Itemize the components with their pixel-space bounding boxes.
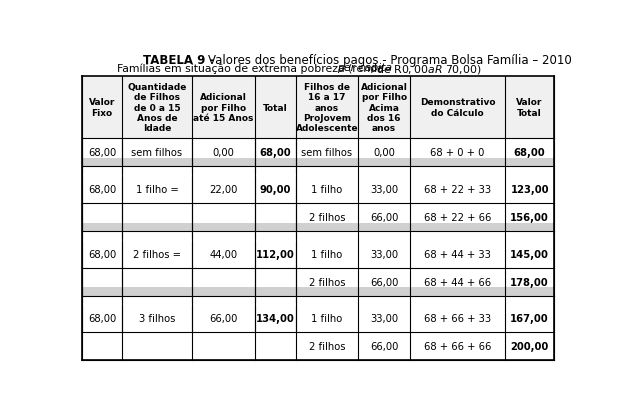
- Text: 33,00: 33,00: [370, 249, 398, 259]
- Text: 200,00: 200,00: [510, 342, 549, 351]
- Text: Filhos de
16 a 17
anos
ProJovem
Adolescente: Filhos de 16 a 17 anos ProJovem Adolesce…: [296, 83, 358, 133]
- Text: 68 + 44 + 66: 68 + 44 + 66: [424, 277, 491, 287]
- Text: 22,00: 22,00: [209, 185, 238, 195]
- Text: 66,00: 66,00: [370, 342, 398, 351]
- Text: 2 filhos: 2 filhos: [309, 342, 345, 351]
- Text: 68,00: 68,00: [88, 249, 116, 259]
- Text: 178,00: 178,00: [510, 277, 549, 287]
- Text: 1 filho: 1 filho: [311, 313, 343, 323]
- Text: 2 filhos: 2 filhos: [309, 213, 345, 223]
- Text: 134,00: 134,00: [256, 313, 294, 323]
- Text: 112,00: 112,00: [256, 249, 294, 259]
- Text: 123,00: 123,00: [510, 185, 549, 195]
- Text: 66,00: 66,00: [370, 277, 398, 287]
- Text: sem filhos: sem filhos: [301, 148, 353, 158]
- Text: 3 filhos: 3 filhos: [138, 313, 175, 323]
- Text: de R$ 0,00 a R$ 70,00): de R$ 0,00 a R$ 70,00): [373, 63, 482, 76]
- Bar: [83, 76, 554, 139]
- Text: 2 filhos: 2 filhos: [309, 277, 345, 287]
- Text: Famílias em situação de extrema pobreza (renda: Famílias em situação de extrema pobreza …: [117, 63, 388, 74]
- Text: 2 filhos =: 2 filhos =: [133, 249, 181, 259]
- Text: per capita: per capita: [337, 63, 392, 73]
- Text: 68 + 44 + 33: 68 + 44 + 33: [424, 249, 491, 259]
- Text: 167,00: 167,00: [510, 313, 549, 323]
- Bar: [83, 223, 554, 232]
- Text: 1 filho: 1 filho: [311, 249, 343, 259]
- Bar: [83, 76, 554, 361]
- Text: 68,00: 68,00: [514, 148, 545, 158]
- Text: 68,00: 68,00: [88, 313, 116, 323]
- Text: 33,00: 33,00: [370, 185, 398, 195]
- Text: Valor
Fixo: Valor Fixo: [89, 98, 116, 118]
- Bar: [83, 287, 554, 296]
- Text: Valor
Total: Valor Total: [517, 98, 543, 118]
- Text: 66,00: 66,00: [209, 313, 238, 323]
- Text: 1 filho =: 1 filho =: [135, 185, 178, 195]
- Text: 0,00: 0,00: [212, 148, 235, 158]
- Text: 0,00: 0,00: [373, 148, 395, 158]
- Text: Adicional
por Filho
Acima
dos 16
anos: Adicional por Filho Acima dos 16 anos: [361, 83, 407, 133]
- Text: Adicional
por Filho
até 15 Anos: Adicional por Filho até 15 Anos: [193, 93, 254, 123]
- Text: TABELA 9 -: TABELA 9 -: [143, 53, 214, 66]
- Text: 145,00: 145,00: [510, 249, 549, 259]
- Text: 68 + 66 + 66: 68 + 66 + 66: [424, 342, 491, 351]
- Text: Quantidade
de Filhos
de 0 a 15
Anos de
Idade: Quantidade de Filhos de 0 a 15 Anos de I…: [127, 83, 187, 133]
- Text: 1 filho: 1 filho: [311, 185, 343, 195]
- Text: Valores dos benefícios pagos - Programa Bolsa Família – 2010: Valores dos benefícios pagos - Programa …: [207, 53, 571, 66]
- Text: 156,00: 156,00: [510, 213, 549, 223]
- Text: 68,00: 68,00: [260, 148, 291, 158]
- Text: 68,00: 68,00: [88, 148, 116, 158]
- Text: 68 + 0 + 0: 68 + 0 + 0: [430, 148, 485, 158]
- Text: Total: Total: [263, 103, 288, 112]
- Text: 44,00: 44,00: [209, 249, 238, 259]
- Text: 68,00: 68,00: [88, 185, 116, 195]
- Text: 68 + 66 + 33: 68 + 66 + 33: [424, 313, 491, 323]
- Text: 68 + 22 + 33: 68 + 22 + 33: [424, 185, 491, 195]
- Bar: [83, 159, 554, 167]
- Text: 90,00: 90,00: [260, 185, 291, 195]
- Text: 68 + 22 + 66: 68 + 22 + 66: [424, 213, 491, 223]
- Text: 66,00: 66,00: [370, 213, 398, 223]
- Text: 33,00: 33,00: [370, 313, 398, 323]
- Text: sem filhos: sem filhos: [132, 148, 183, 158]
- Text: Demonstrativo
do Cálculo: Demonstrativo do Cálculo: [420, 98, 496, 118]
